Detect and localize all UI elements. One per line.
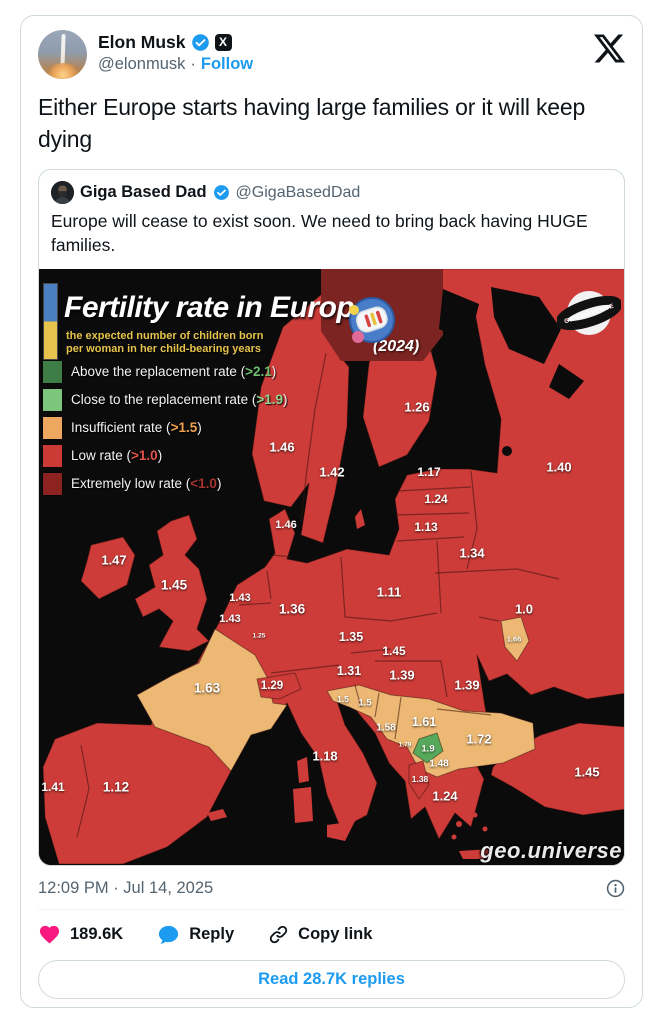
link-icon — [269, 926, 288, 944]
map-value-estonia: 1.17 — [417, 464, 441, 479]
legend-row: Extremely low rate (<1.0) — [43, 470, 288, 498]
map-value-turkey: 1.45 — [574, 764, 600, 780]
geouniverse-logo: GEOUNIVERSE — [557, 290, 621, 335]
legend-swatch — [43, 416, 62, 439]
verified-icon — [191, 33, 209, 51]
map-value-moldova: 1.66 — [506, 634, 522, 644]
map-value-lithuania: 1.13 — [414, 519, 438, 534]
display-name[interactable]: Elon Musk — [98, 32, 186, 52]
map-value-croatia: 1.5 — [358, 697, 372, 709]
divider — [38, 908, 625, 911]
tweet-header: Elon Musk X @elonmusk · Follow — [38, 30, 625, 79]
quoted-avatar — [51, 181, 74, 205]
legend-row: Insufficient rate (>1.5) — [43, 414, 288, 442]
copy-link-button[interactable]: Copy link — [268, 924, 372, 945]
map-value-slovakia: 1.45 — [382, 643, 406, 658]
map-value-belarus: 1.34 — [459, 545, 485, 561]
map-value-romania: 1.39 — [454, 677, 480, 693]
map-value-ukraine: 1.0 — [514, 601, 534, 617]
baby-icon — [349, 296, 395, 343]
follow-link[interactable]: Follow — [200, 55, 254, 74]
reply-button[interactable]: Reply — [157, 923, 234, 946]
reply-label: Reply — [189, 925, 235, 944]
quoted-text: Europe will cease to exist soon. We need… — [51, 211, 588, 256]
quoted-verified-icon — [213, 185, 229, 201]
map-value-north-macedonia: 1.48 — [429, 758, 449, 770]
quoted-handle: @GigaBasedDad — [235, 183, 361, 201]
map-value-finland: 1.26 — [404, 399, 430, 415]
map-year: (2024) — [373, 337, 420, 355]
map-subtitle: the expected number of children born per… — [66, 329, 264, 355]
map-watermark: geo.universe — [480, 837, 622, 863]
map-value-poland: 1.11 — [376, 584, 402, 600]
avatar[interactable] — [38, 30, 87, 79]
map-value-netherlands: 1.43 — [229, 591, 251, 604]
heart-icon — [39, 926, 60, 944]
map-title: Fertility rate in Europe — [64, 290, 371, 324]
map-value-bulgaria: 1.72 — [466, 731, 492, 747]
legend-row: Low rate (>1.0) — [43, 442, 288, 470]
like-button[interactable]: 189.6K — [38, 923, 123, 946]
map-value-portugal: 1.41 — [41, 779, 65, 794]
quoted-display-name: Giga Based Dad — [80, 183, 207, 202]
map-value-bosnia: 1.58 — [376, 722, 396, 734]
map-legend: Above the replacement rate (>2.1) Close t… — [43, 358, 288, 498]
map-value-ireland: 1.47 — [101, 552, 127, 568]
map-value-greece: 1.24 — [432, 788, 458, 804]
fertility-map-image[interactable]: Fertility rate in Europe the expected nu… — [39, 268, 624, 865]
europe-map-shapes — [39, 268, 624, 865]
reply-bubble-icon — [159, 926, 179, 944]
map-value-germany: 1.36 — [278, 601, 306, 617]
tweet-text: Either Europe starts having large famili… — [38, 94, 586, 152]
map-value-spain: 1.12 — [102, 779, 130, 795]
copy-link-label: Copy link — [298, 925, 373, 944]
x-affiliate-badge-icon: X — [214, 33, 232, 51]
separator-dot: · — [190, 55, 196, 74]
info-icon[interactable] — [606, 879, 625, 898]
map-value-norway: 1.46 — [269, 439, 295, 455]
legend-row: Close to the replacement rate (>1.9) — [43, 386, 288, 414]
map-value-hungary: 1.39 — [389, 667, 415, 683]
map-value-latvia: 1.24 — [424, 491, 448, 506]
read-replies-button[interactable]: Read 28.7K replies — [38, 960, 625, 1000]
like-count: 189.6K — [70, 925, 124, 944]
x-logo-icon[interactable] — [594, 33, 625, 64]
map-value-luxembourg: 1.25 — [252, 632, 266, 640]
map-value-united-kingdom: 1.45 — [160, 577, 188, 593]
quoted-tweet-card[interactable]: Giga Based Dad @GigaBasedDad Europe will… — [38, 169, 625, 866]
legend-swatch — [43, 360, 62, 383]
ukraine-flag-bar — [44, 283, 57, 359]
map-value-sweden: 1.42 — [319, 464, 345, 480]
map-value-montenegro: 1.79 — [398, 741, 412, 749]
map-value-slovenia: 1.5 — [337, 693, 349, 704]
rocket-plume — [46, 63, 80, 79]
legend-swatch — [43, 388, 62, 411]
map-value-austria: 1.31 — [336, 663, 362, 678]
handle[interactable]: @elonmusk — [98, 55, 186, 74]
map-value-czechia: 1.35 — [338, 629, 364, 644]
map-value-albania: 1.38 — [411, 773, 429, 784]
legend-swatch — [43, 472, 62, 495]
legend-row: Above the replacement rate (>2.1) — [43, 358, 288, 386]
map-value-italy: 1.18 — [312, 748, 338, 764]
map-value-switzerland: 1.29 — [260, 679, 284, 692]
timestamp[interactable]: 12:09 PM · Jul 14, 2025 — [38, 878, 214, 897]
tweet-card: Elon Musk X @elonmusk · Follow Either Eu… — [20, 15, 643, 1008]
map-value-russia: 1.40 — [546, 459, 572, 475]
map-value-denmark: 1.46 — [275, 518, 297, 531]
map-value-belgium: 1.43 — [219, 612, 241, 625]
legend-swatch — [43, 444, 62, 467]
map-value-kosovo: 1.9 — [421, 743, 435, 755]
map-value-serbia: 1.61 — [411, 714, 437, 729]
map-value-france: 1.63 — [193, 680, 221, 696]
